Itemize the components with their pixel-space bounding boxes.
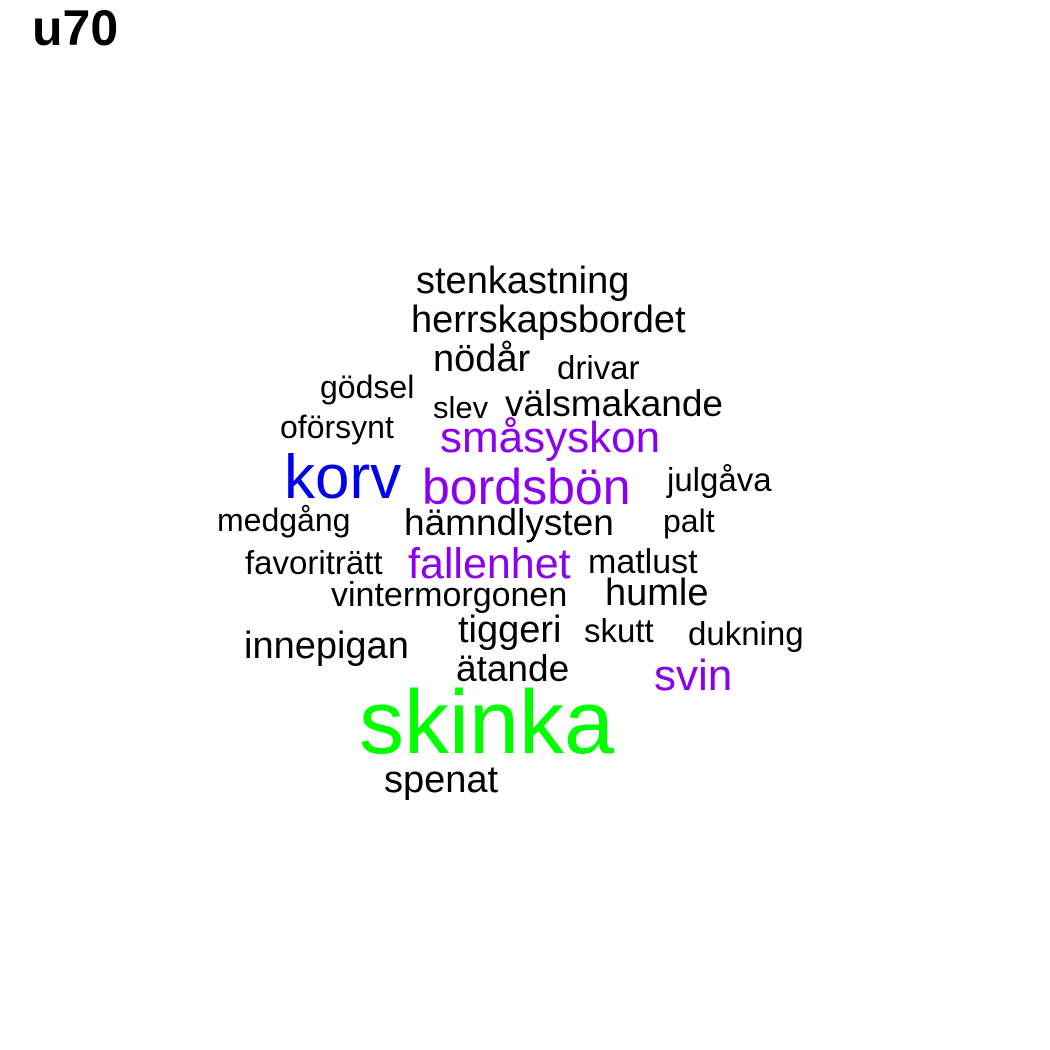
- word-julgava: julgåva: [667, 461, 772, 498]
- word-oforsynt: oförsynt: [280, 409, 394, 445]
- word-dukning: dukning: [688, 615, 804, 652]
- word-vintermorgonen: vintermorgonen: [331, 576, 568, 614]
- word-atande: ätande: [456, 648, 570, 689]
- word-herrskapsbordet: herrskapsbordet: [411, 299, 686, 341]
- word-innepigan: innepigan: [244, 625, 409, 667]
- word-skutt: skutt: [584, 612, 654, 649]
- page-title: u70: [32, 0, 119, 56]
- word-favoritratt: favoriträtt: [245, 544, 383, 581]
- word-hamndlysten: hämndlysten: [404, 502, 614, 543]
- word-bordsbon: bordsbön: [422, 459, 631, 515]
- word-tiggeri: tiggeri: [458, 609, 562, 651]
- word-matlust: matlust: [588, 543, 698, 581]
- word-valsmakande: välsmakande: [505, 383, 724, 424]
- word-fallenhet: fallenhet: [408, 540, 571, 588]
- word-humle: humle: [605, 572, 709, 614]
- word-drivar: drivar: [557, 349, 640, 386]
- word-medgang: medgång: [217, 502, 351, 538]
- word-spenat: spenat: [384, 759, 499, 801]
- word-godsel: gödsel: [320, 369, 415, 405]
- word-stenkastning: stenkastning: [416, 260, 630, 302]
- word-smasyskon: småsyskon: [440, 413, 661, 462]
- word-skinka: skinka: [359, 673, 615, 773]
- word-svin: svin: [654, 651, 733, 700]
- word-slev: slev: [433, 390, 489, 425]
- word-korv: korv: [284, 443, 402, 512]
- word-nodar: nödår: [433, 338, 531, 380]
- word-palt: palt: [663, 503, 715, 539]
